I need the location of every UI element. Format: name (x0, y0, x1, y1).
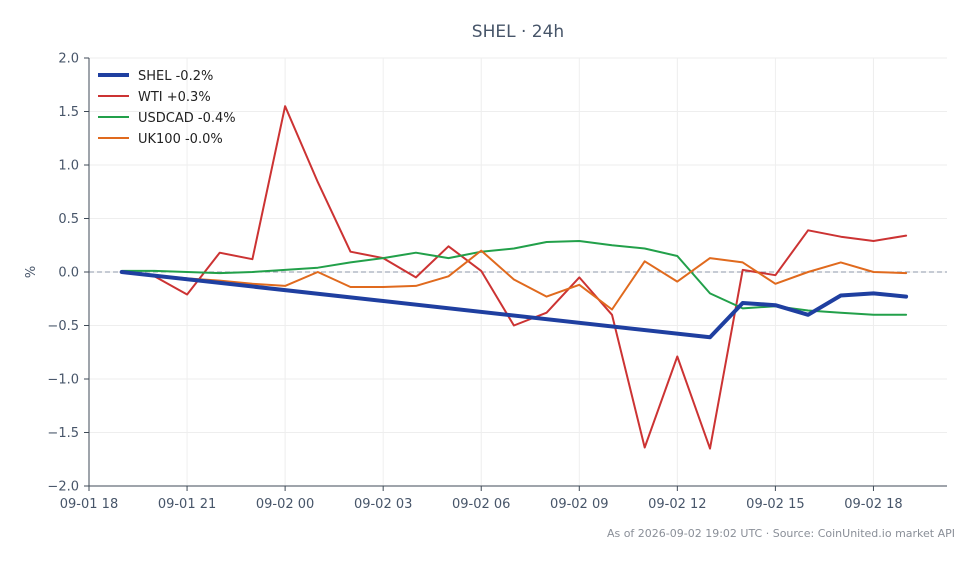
x-tick-label: 09-01 18 (60, 497, 118, 512)
x-tick-label: 09-02 06 (452, 497, 510, 512)
y-tick-label: −0.5 (47, 319, 79, 334)
y-tick-label: −1.5 (47, 426, 79, 441)
x-tick-label: 09-02 15 (746, 497, 804, 512)
axes (84, 57, 947, 491)
legend-label: USDCAD -0.4% (138, 111, 236, 126)
legend: SHEL -0.2% WTI +0.3% USDCAD -0.4% UK100 -0.… (98, 69, 236, 147)
x-tick-labels: 09-01 18 09-01 21 09-02 00 09-02 03 09-02 06… (60, 497, 903, 512)
legend-label: SHEL -0.2% (138, 69, 213, 84)
series-line-2 (120, 105, 908, 450)
series-line-1 (119, 270, 909, 340)
chart-title: SHEL · 24h (472, 22, 564, 42)
series-line-3 (120, 240, 908, 316)
x-tick-label: 09-02 00 (256, 497, 314, 512)
series-line-4 (120, 249, 908, 311)
y-axis-label: % (24, 266, 39, 278)
x-tick-label: 09-02 09 (550, 497, 608, 512)
series-lines (119, 105, 909, 450)
y-tick-labels: 2.0 1.5 1.0 0.5 0.0 −0.5 −1.0 −1.5 −2.0 (47, 52, 79, 495)
x-tick-label: 09-02 12 (648, 497, 706, 512)
source-footer: As of 2026-09-02 19:02 UTC · Source: Coi… (607, 527, 955, 540)
y-tick-label: 0.5 (58, 212, 79, 227)
y-tick-label: 2.0 (58, 52, 79, 67)
y-tick-label: 0.0 (58, 266, 79, 281)
legend-label: WTI +0.3% (138, 90, 211, 105)
y-tick-label: −1.0 (47, 373, 79, 388)
y-tick-label: −2.0 (47, 480, 79, 495)
x-tick-label: 09-01 21 (158, 497, 216, 512)
y-tick-label: 1.5 (58, 105, 79, 120)
legend-label: UK100 -0.0% (138, 132, 223, 147)
x-tick-label: 09-02 18 (844, 497, 902, 512)
y-tick-label: 1.0 (58, 159, 79, 174)
x-tick-label: 09-02 03 (354, 497, 412, 512)
